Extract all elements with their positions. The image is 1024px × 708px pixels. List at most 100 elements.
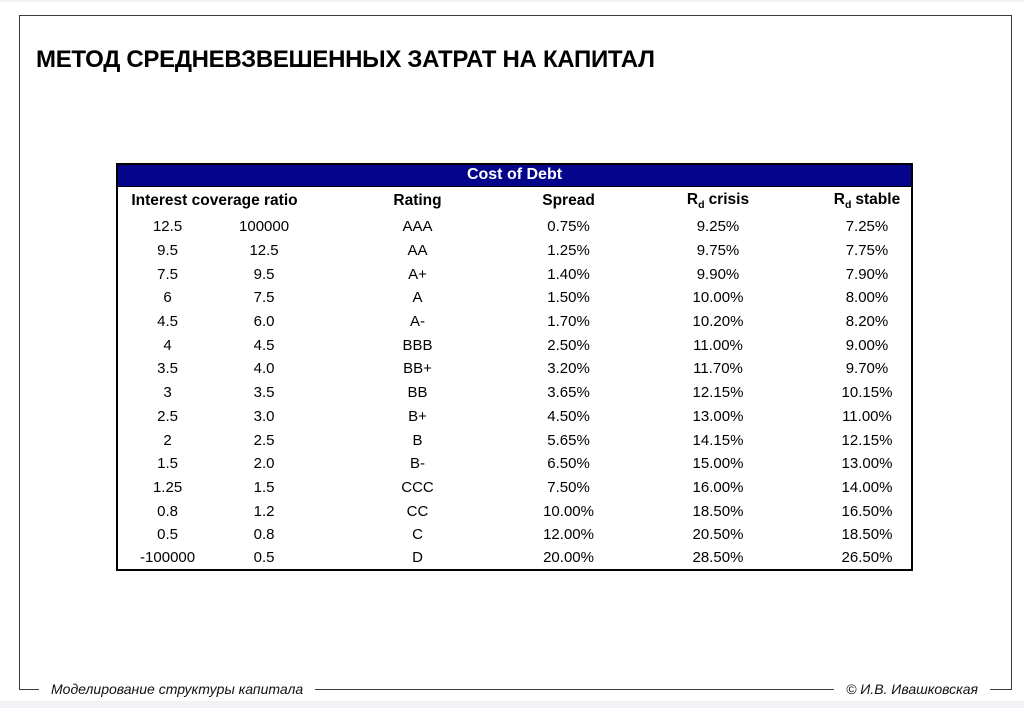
rd-crisis-subscript: d <box>698 198 705 211</box>
table-cell-rating: A <box>412 289 423 307</box>
table-cell-rating: BBB <box>402 336 433 354</box>
table-cell-rd-crisis: 20.50% <box>692 526 744 544</box>
table-cell-spread: 1.70% <box>547 313 590 331</box>
table-cell-rating: BB+ <box>403 360 432 378</box>
table-cell-spread: 5.65% <box>547 431 590 449</box>
footer-line-middle <box>315 688 835 690</box>
table-cell-rd-crisis: 11.70% <box>693 360 743 378</box>
rd-crisis-rest: crisis <box>708 190 750 208</box>
table-cell-rating: A- <box>409 313 425 331</box>
table-cell-rd-stable: 11.00% <box>842 407 892 425</box>
table-cell-icr-to: 1.5 <box>253 478 275 496</box>
table-cell-spread: 1.40% <box>547 265 590 283</box>
table-cell-icr-to: 7.5 <box>253 289 275 307</box>
table-cell-rd-stable: 12.15% <box>841 431 893 449</box>
column-header-row: Interest coverage ratio Rating Spread Rd… <box>117 186 912 215</box>
table-cell-rd-stable: 7.90% <box>845 265 889 283</box>
table-cell-rd-crisis: 11.00% <box>693 336 743 354</box>
table-cell-rd-crisis: 12.15% <box>692 384 744 402</box>
table-cell-icr-from: 4 <box>163 336 172 354</box>
table-cell-rating: CC <box>406 502 429 520</box>
slide-title: МЕТОД СРЕДНЕВЗВЕШЕННЫХ ЗАТРАТ НА КАПИТАЛ <box>36 46 655 73</box>
table-cell-icr-from: 0.5 <box>157 526 178 544</box>
table-cell-icr-to: 1.2 <box>253 502 275 520</box>
table-row: 0.5 0.8 C 12.00% 20.50% 18.50% <box>117 523 912 547</box>
table-cell-rd-stable: 7.25% <box>845 218 889 236</box>
table-cell-icr-to: 9.5 <box>253 265 275 283</box>
table-cell-icr-from: 0.8 <box>157 502 178 520</box>
table-cell-icr-from: 3 <box>163 384 172 402</box>
table-cell-rd-stable: 8.00% <box>845 289 889 307</box>
table-cell-spread: 1.25% <box>547 242 590 260</box>
table-row: 2 2.5 B 5.65% 14.15% 12.15% <box>117 428 912 452</box>
table-cell-rd-stable: 13.00% <box>841 455 893 473</box>
table-row: 2.5 3.0 B+ 4.50% 13.00% 11.00% <box>117 405 912 429</box>
table-cell-spread: 7.50% <box>547 478 590 496</box>
table-cell-icr-from: 2.5 <box>157 407 178 425</box>
footer-right-text: © И.В. Ивашковская <box>846 680 978 697</box>
table-row: 4 4.5 BBB 2.50% 11.00% 9.00% <box>117 333 912 357</box>
table-cell-rating: D <box>412 549 423 567</box>
column-header-rd-stable: Rd stable <box>823 186 912 215</box>
rd-stable-subscript: d <box>844 198 852 211</box>
table-cell-rd-crisis: 10.20% <box>692 313 744 331</box>
footer-left-text: Моделирование структуры капитала <box>51 680 304 697</box>
table-cell-spread: 6.50% <box>547 455 590 473</box>
table-cell-rd-stable: 8.20% <box>845 313 889 331</box>
table-cell-rd-crisis: 28.50% <box>692 549 744 567</box>
table-cell-rating: C <box>412 526 423 544</box>
table-cell-rd-stable: 9.00% <box>845 336 889 354</box>
footer-line-right <box>990 688 1012 690</box>
table-row: 1.5 2.0 B- 6.50% 15.00% 13.00% <box>117 452 912 476</box>
table-cell-rating: AAA <box>402 218 433 236</box>
table-cell-spread: 12.00% <box>543 526 594 544</box>
table-cell-rd-stable: 18.50% <box>841 526 893 544</box>
table-row: -100000 0.5 D 20.00% 28.50% 26.50% <box>117 547 912 571</box>
table-cell-icr-to: 12.5 <box>249 242 279 260</box>
table-cell-icr-to: 4.0 <box>253 360 275 378</box>
table-cell-rating: AA <box>407 242 428 260</box>
table-cell-icr-from: 9.5 <box>157 242 178 260</box>
table-cell-rd-stable: 7.75% <box>845 242 889 260</box>
table-cell-rd-stable: 9.70% <box>845 360 889 378</box>
table-row: 1.25 1.5 CCC 7.50% 16.00% 14.00% <box>117 476 912 500</box>
table-row: 4.5 6.0 A- 1.70% 10.20% 8.20% <box>117 310 912 334</box>
rd-stable-base: R <box>833 190 845 208</box>
table-cell-icr-to: 2.5 <box>253 431 275 449</box>
table-cell-rd-crisis: 16.00% <box>692 478 744 496</box>
table-cell-rd-crisis: 9.75% <box>696 242 740 260</box>
table-cell-rd-stable: 26.50% <box>841 549 893 567</box>
table-cell-rd-stable: 14.00% <box>841 478 893 496</box>
table-cell-rd-crisis: 15.00% <box>692 455 744 473</box>
table-cell-icr-to: 3.0 <box>253 407 275 425</box>
slide-frame <box>19 15 1012 689</box>
table-row: 9.5 12.5 AA 1.25% 9.75% 7.75% <box>117 239 912 263</box>
table-cell-icr-to: 4.5 <box>253 336 275 354</box>
table-cell-rd-crisis: 9.25% <box>696 218 740 236</box>
table-cell-spread: 20.00% <box>543 549 594 567</box>
table-cell-rating: B <box>412 431 423 449</box>
table-cell-rd-stable: 16.50% <box>841 502 893 520</box>
table-cell-icr-from: 1.25 <box>152 478 183 496</box>
table-row: 6 7.5 A 1.50% 10.00% 8.00% <box>117 286 912 310</box>
table-cell-rating: BB <box>407 384 428 402</box>
table-cell-icr-to: 0.8 <box>253 526 275 544</box>
table-cell-spread: 2.50% <box>547 336 590 354</box>
table-cell-rd-crisis: 9.90% <box>696 265 740 283</box>
table-cell-icr-from: 4.5 <box>157 313 178 331</box>
table-cell-icr-to: 100000 <box>239 218 290 236</box>
table-cell-icr-from: 6 <box>163 289 172 307</box>
table-cell-rd-stable: 10.15% <box>841 384 893 402</box>
table-cell-rating: A+ <box>408 265 427 283</box>
table-cell-spread: 1.50% <box>547 289 590 307</box>
table-cell-icr-to: 0.5 <box>253 549 275 567</box>
table-cell-icr-from: 3.5 <box>157 360 178 378</box>
column-header-spread: Spread <box>542 191 595 209</box>
rd-crisis-base: R <box>686 190 699 208</box>
table-cell-rd-crisis: 10.00% <box>692 289 744 307</box>
table-cell-icr-from: 7.5 <box>157 265 178 283</box>
table-cell-icr-to: 6.0 <box>253 313 275 331</box>
table-caption-row: Cost of Debt <box>117 164 912 187</box>
table-cell-rating: CCC <box>401 478 434 496</box>
table-cell-icr-to: 2.0 <box>253 455 275 473</box>
